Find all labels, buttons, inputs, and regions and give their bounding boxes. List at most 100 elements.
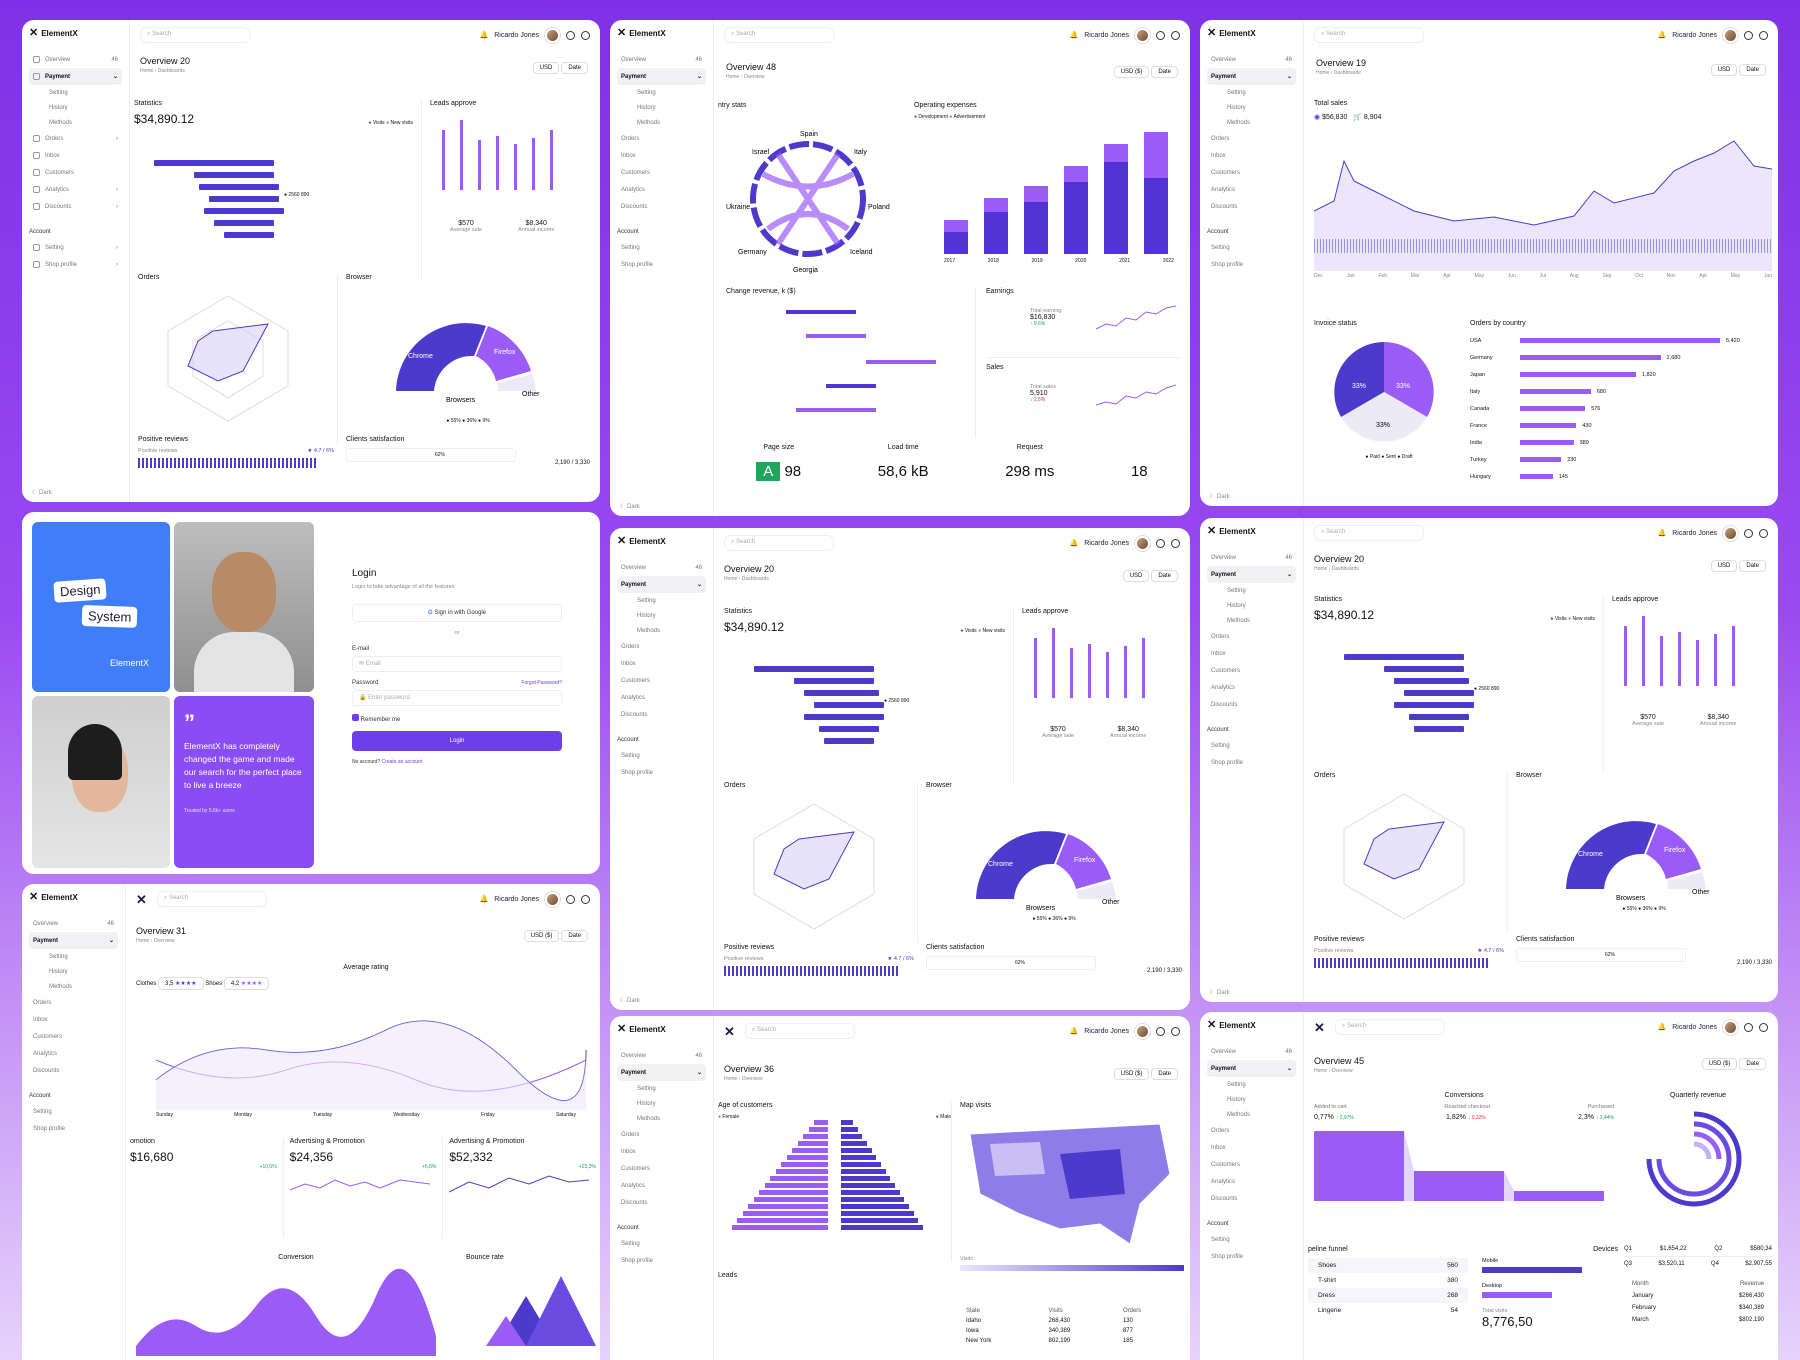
nav-customers[interactable]: Customers: [621, 1165, 651, 1172]
date-button[interactable]: Date: [1151, 1068, 1178, 1080]
bell-icon[interactable]: 🔔: [1069, 32, 1079, 39]
bell-icon[interactable]: 🔔: [1657, 530, 1667, 537]
nav-account-setting[interactable]: Setting: [1211, 244, 1230, 251]
dark-toggle[interactable]: ☾ Dark: [620, 998, 640, 1004]
nav-discounts[interactable]: Discounts: [1211, 1195, 1238, 1202]
nav-payment[interactable]: Payment ⌄: [617, 68, 706, 85]
search-input[interactable]: ⌕ Search: [1314, 525, 1424, 541]
nav-setting[interactable]: Setting: [49, 953, 68, 960]
nav-account-setting[interactable]: Setting: [621, 752, 640, 759]
bell-icon[interactable]: 🔔: [1657, 1024, 1667, 1031]
nav-analytics[interactable]: Analytics: [621, 694, 646, 701]
avatar[interactable]: [1135, 535, 1150, 551]
bell-icon[interactable]: 🔔: [479, 896, 489, 903]
google-signin-button[interactable]: G Sign in with Google: [352, 604, 562, 622]
nav-methods[interactable]: Methods: [1227, 119, 1251, 126]
nav-overview[interactable]: Overview 46: [29, 51, 122, 68]
nav-inbox[interactable]: Inbox: [621, 660, 636, 667]
nav-shop-profile[interactable]: Shop profile ›: [29, 256, 122, 273]
currency-select[interactable]: USD: [532, 62, 560, 74]
nav-methods[interactable]: Methods: [49, 119, 73, 126]
nav-payment[interactable]: Payment ⌄: [1207, 68, 1296, 85]
nav-customers[interactable]: Customers: [621, 169, 651, 176]
nav-setting[interactable]: Setting: [1227, 89, 1246, 96]
currency-select[interactable]: USD ($): [1701, 1058, 1738, 1070]
help-icon[interactable]: [581, 30, 590, 40]
login-button[interactable]: Login: [352, 731, 562, 751]
create-account-link[interactable]: Create an account: [381, 759, 423, 765]
nav-orders[interactable]: Orders: [621, 643, 640, 650]
nav-orders[interactable]: Orders: [621, 1131, 640, 1138]
nav-discounts[interactable]: Discounts: [621, 1199, 648, 1206]
nav-shop-profile[interactable]: Shop profile: [33, 1125, 66, 1132]
nav-setting[interactable]: Setting: [637, 597, 656, 604]
nav-methods[interactable]: Methods: [1227, 1111, 1251, 1118]
nav-payment[interactable]: Payment ⌄: [29, 932, 118, 949]
nav-analytics[interactable]: Analytics ›: [29, 181, 122, 198]
date-button[interactable]: Date: [1739, 64, 1766, 76]
search-input[interactable]: ⌕ Search: [1314, 27, 1424, 43]
dark-toggle[interactable]: ☾ Dark: [1210, 990, 1230, 996]
nav-setting[interactable]: Setting: [1227, 1081, 1246, 1088]
search-input[interactable]: ⌕ Search: [744, 1023, 855, 1039]
avatar[interactable]: [1135, 1023, 1150, 1039]
avatar[interactable]: [1135, 27, 1150, 43]
nav-payment[interactable]: Payment ⌄: [1207, 1060, 1296, 1077]
nav-payment[interactable]: Payment ⌄: [617, 576, 706, 593]
nav-customers[interactable]: Customers: [621, 677, 651, 684]
nav-setting[interactable]: Setting: [49, 89, 68, 96]
nav-orders[interactable]: Orders: [1211, 633, 1230, 640]
nav-history[interactable]: History: [637, 1100, 656, 1107]
nav-customers[interactable]: Customers: [29, 164, 122, 181]
globe-icon[interactable]: [566, 30, 575, 40]
nav-customers[interactable]: Customers: [33, 1033, 63, 1040]
nav-orders[interactable]: Orders: [621, 135, 640, 142]
nav-history[interactable]: History: [1227, 1096, 1246, 1103]
search-input[interactable]: ⌕ Search: [156, 891, 267, 907]
nav-overview[interactable]: Overview 46: [1211, 56, 1292, 63]
dark-toggle[interactable]: ☾ Dark: [32, 490, 52, 496]
date-button[interactable]: Date: [1739, 1058, 1766, 1070]
nav-shop-profile[interactable]: Shop profile: [1211, 261, 1244, 268]
forgot-password-link[interactable]: Forgot Password?: [521, 680, 562, 686]
nav-methods[interactable]: Methods: [49, 983, 73, 990]
globe-icon[interactable]: [1744, 30, 1753, 40]
nav-methods[interactable]: Methods: [637, 627, 661, 634]
nav-overview[interactable]: Overview 46: [621, 564, 702, 571]
help-icon[interactable]: [1759, 30, 1768, 40]
help-icon[interactable]: [1171, 538, 1180, 548]
nav-history[interactable]: History: [637, 104, 656, 111]
nav-customers[interactable]: Customers: [1211, 169, 1241, 176]
nav-inbox[interactable]: Inbox: [1211, 152, 1226, 159]
nav-discounts[interactable]: Discounts: [33, 1067, 60, 1074]
nav-orders[interactable]: Orders: [33, 999, 52, 1006]
help-icon[interactable]: [1759, 1022, 1768, 1032]
nav-methods[interactable]: Methods: [1227, 617, 1251, 624]
search-input[interactable]: ⌕ Search: [140, 27, 250, 43]
nav-payment[interactable]: Payment ⌄: [29, 68, 122, 85]
nav-account-setting[interactable]: Setting ›: [29, 239, 122, 256]
nav-inbox[interactable]: Inbox: [1211, 1144, 1226, 1151]
bell-icon[interactable]: 🔔: [1069, 1028, 1079, 1035]
search-input[interactable]: ⌕ Search: [724, 535, 834, 551]
nav-shop-profile[interactable]: Shop profile: [1211, 759, 1244, 766]
date-button[interactable]: Date: [1739, 560, 1766, 572]
nav-overview[interactable]: Overview 46: [621, 56, 702, 63]
nav-methods[interactable]: Methods: [637, 119, 661, 126]
nav-analytics[interactable]: Analytics: [621, 186, 646, 193]
bell-icon[interactable]: 🔔: [479, 32, 489, 39]
help-icon[interactable]: [1171, 1026, 1180, 1036]
nav-overview[interactable]: Overview 46: [1211, 554, 1292, 561]
nav-customers[interactable]: Customers: [1211, 1161, 1241, 1168]
nav-inbox[interactable]: Inbox: [33, 1016, 48, 1023]
nav-overview[interactable]: Overview 46: [1211, 1048, 1292, 1055]
nav-discounts[interactable]: Discounts ›: [29, 198, 122, 215]
nav-shop-profile[interactable]: Shop profile: [1211, 1253, 1244, 1260]
nav-history[interactable]: History: [49, 968, 68, 975]
nav-setting[interactable]: Setting: [637, 1085, 656, 1092]
nav-payment[interactable]: Payment ⌄: [617, 1064, 706, 1081]
currency-select[interactable]: USD: [1122, 570, 1150, 582]
currency-select[interactable]: USD: [1710, 64, 1738, 76]
nav-overview[interactable]: Overview 46: [33, 920, 114, 927]
avatar[interactable]: [545, 27, 560, 43]
